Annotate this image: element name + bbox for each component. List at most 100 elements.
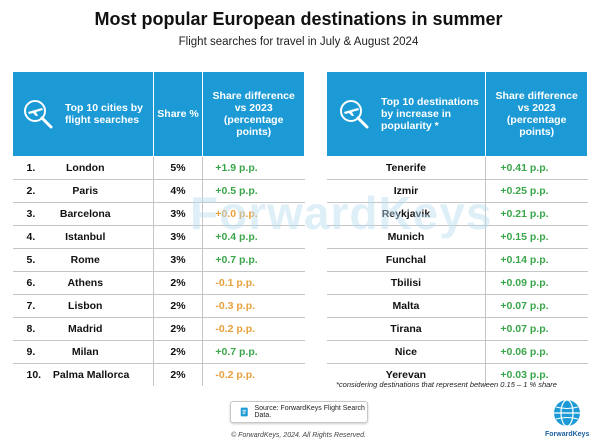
table-row: Izmir +0.25 p.p. [326,179,588,203]
table-row: Tenerife +0.41 p.p. [326,156,588,180]
diff-cell: -0.1 p.p. [202,271,305,295]
share-cell: 2% [152,294,204,318]
table-row: 6. Athens 2% -0.1 p.p. [12,271,305,295]
city-name: Palma Mallorca [52,369,130,381]
diff-cell: +0.7 p.p. [202,248,305,272]
city-name: Lisbon [68,300,103,312]
destination-cell: Tenerife [326,156,486,180]
destination-cell: Malta [326,294,486,318]
table-row: 5. Rome 3% +0.7 p.p. [12,248,305,272]
diff-cell: +0.07 p.p. [485,294,588,318]
rank-cell: 10. Palma Mallorca [13,364,154,387]
page-subtitle: Flight searches for travel in July & Aug… [178,36,419,48]
table-row: 3. Barcelona 3% +0.0 p.p. [12,202,305,226]
rank-cell: 4. Istanbul [12,225,154,249]
source-box: Source: ForwardKeys Flight Search Data. [230,401,368,423]
diff-cell: +0.06 p.p. [485,340,588,364]
table-row: 1. London 5% +1.9 p.p. [12,156,305,180]
rank-cell: 6. Athens [12,271,154,295]
left-table: Top 10 cities by flight searches Share %… [12,71,305,386]
destination-cell: Munich [326,225,486,249]
table-row: 4. Istanbul 3% +0.4 p.p. [12,225,305,249]
footnote: *considering destinations that represent… [336,380,557,389]
rank-cell: 2. Paris [12,179,154,203]
table-row: Munich +0.15 p.p. [326,225,588,249]
rank: 2. [26,185,36,197]
city-name: Istanbul [65,231,106,243]
rank: 5. [26,254,36,266]
diff-cell: +0.5 p.p. [202,179,305,203]
share-cell: 3% [152,248,204,272]
diff-cell: +0.4 p.p. [202,225,305,249]
share-cell: 2% [152,363,204,386]
diff-cell: +0.03 p.p. [485,363,588,386]
table-row: Funchal +0.14 p.p. [326,248,588,272]
right-table: Top 10 destinations by increase in popul… [325,71,588,386]
table-row: Reykjavik +0.21 p.p. [326,202,588,226]
table-row: 9. Milan 2% +0.7 p.p. [12,340,305,364]
rank: 8. [26,323,36,335]
rank: 4. [26,231,36,243]
source-text: Source: ForwardKeys Flight Search Data. [254,405,365,419]
diff-cell: +1.9 p.p. [202,156,305,180]
rank: 6. [26,277,36,289]
diff-cell: +0.21 p.p. [485,202,588,226]
right-header-dest-label: Top 10 destinations by increase in popul… [381,96,479,132]
destination-cell: Izmir [326,179,486,203]
left-header-diff: Share difference vs 2023 (percentage poi… [202,71,305,157]
rank-cell: 5. Rome [12,248,154,272]
city-name: Athens [67,277,104,289]
destination-cell: Yerevan [385,369,427,381]
destination-cell: Nice [326,340,486,364]
table-row: Yerevan +0.03 p.p. [327,363,588,386]
rank-cell: 3. Barcelona [12,202,154,226]
plane-search-icon [340,100,369,129]
diff-cell: -0.2 p.p. [202,317,305,341]
city-name: Madrid [68,323,103,335]
document-icon [240,407,248,417]
city-name: Barcelona [59,208,111,220]
diff-cell: +0.7 p.p. [202,340,305,364]
diff-cell: +0.07 p.p. [485,317,588,341]
destination-cell: Reykjavik [326,202,486,226]
diff-cell: +0.14 p.p. [485,248,588,272]
destination-cell: Funchal [326,248,486,272]
rank: 1. [26,162,36,174]
city-name: Milan [71,346,99,358]
diff-cell: -0.3 p.p. [202,294,305,318]
rank-cell: 1. London [12,156,154,180]
rank: 9. [26,346,36,358]
table-row: 7. Lisbon 2% -0.3 p.p. [12,294,305,318]
plane-search-icon [24,100,53,129]
diff-cell: +0.15 p.p. [485,225,588,249]
city-name: Rome [70,254,100,266]
table-row: 8. Madrid 2% -0.2 p.p. [12,317,305,341]
right-header-diff: Share difference vs 2023 (percentage poi… [485,71,588,157]
share-cell: 2% [152,271,204,295]
table-row: 2. Paris 4% +0.5 p.p. [12,179,305,203]
logo-text: ForwardKeys [545,431,590,438]
rank: 10. [26,369,42,381]
table-row: Tbilisi +0.09 p.p. [326,271,588,295]
share-cell: 2% [152,317,204,341]
diff-cell: -0.2 p.p. [215,369,256,381]
globe-icon [554,399,580,427]
diff-cell: +0.0 p.p. [202,202,305,226]
city-name: London [66,162,105,174]
table-row: Malta +0.07 p.p. [326,294,588,318]
right-header-dest: Top 10 destinations by increase in popul… [325,71,487,157]
diff-cell: +0.25 p.p. [485,179,588,203]
destination-cell: Tbilisi [326,271,486,295]
diff-cell: +0.09 p.p. [485,271,588,295]
share-cell: 2% [152,340,204,364]
share-cell: 3% [152,225,204,249]
page-title: Most popular European destinations in su… [94,9,503,29]
diff-cell: +0.41 p.p. [485,156,588,180]
rank: 7. [26,300,36,312]
copyright: © ForwardKeys, 2024. All Rights Reserved… [231,432,366,439]
left-header-share: Share % [152,71,204,157]
rank-cell: 7. Lisbon [12,294,154,318]
table-row: Tirana +0.07 p.p. [326,317,588,341]
rank: 3. [26,208,36,220]
left-header-city: Top 10 cities by flight searches [12,71,154,157]
